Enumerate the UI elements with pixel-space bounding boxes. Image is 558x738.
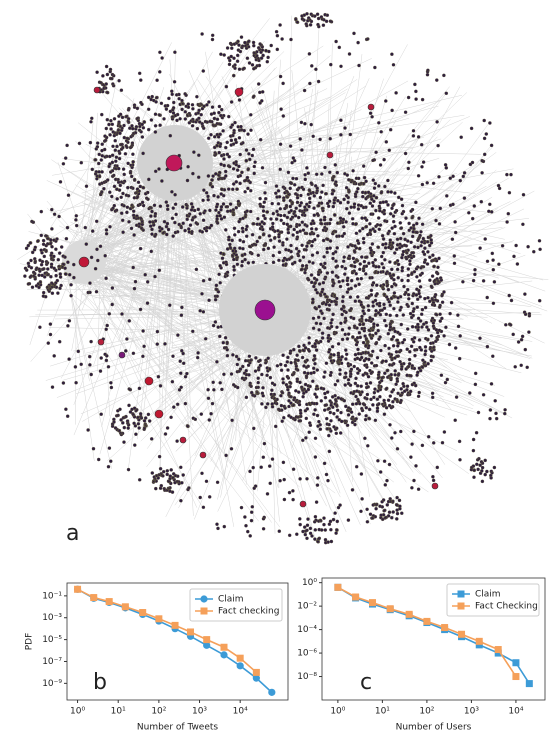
x-tick-label: 10² bbox=[151, 707, 166, 717]
hub-node bbox=[327, 152, 333, 158]
data-point bbox=[187, 628, 194, 635]
y-tick-label: 10⁻¹ bbox=[42, 591, 62, 601]
y-tick-label: 10⁻⁷ bbox=[42, 657, 62, 667]
panel-label: b bbox=[93, 670, 107, 695]
figure: a 10⁰ 10¹ 10² 10³ 10⁴ 10⁻¹ 10⁻³ 10⁻⁵ 10⁻⁷ 10⁻⁹ Num… bbox=[0, 0, 558, 738]
hub-node bbox=[145, 377, 153, 385]
legend-marker bbox=[200, 595, 207, 602]
x-axis-label: Number of Tweets bbox=[137, 723, 219, 733]
page: {"network": {"label": "a"}, "chart_data"… bbox=[0, 0, 558, 738]
data-point bbox=[106, 598, 113, 605]
data-point bbox=[221, 644, 228, 651]
legend-marker bbox=[458, 603, 465, 610]
x-tick-label: 10¹ bbox=[375, 707, 390, 717]
hub-node bbox=[180, 437, 186, 443]
data-point bbox=[253, 669, 260, 676]
x-tick-label: 10⁴ bbox=[233, 707, 248, 717]
data-point bbox=[352, 594, 359, 601]
y-tick-label: 10⁻⁵ bbox=[42, 635, 62, 645]
data-point bbox=[334, 584, 341, 591]
data-point bbox=[512, 659, 519, 666]
panel-label: a bbox=[66, 521, 79, 546]
x-tick-label: 10⁰ bbox=[330, 707, 345, 717]
network-graph bbox=[17, 12, 548, 544]
data-point bbox=[441, 624, 448, 631]
hub-node bbox=[98, 339, 104, 345]
data-point bbox=[406, 611, 413, 618]
y-tick-label: 10⁰ bbox=[302, 578, 317, 588]
data-point bbox=[512, 673, 519, 680]
legend-marker bbox=[458, 591, 465, 598]
x-tick-label: 10¹ bbox=[111, 707, 126, 717]
data-point bbox=[495, 646, 502, 653]
hub-node bbox=[166, 155, 182, 171]
hub-node bbox=[300, 501, 306, 507]
data-point bbox=[476, 638, 483, 645]
hub-node bbox=[432, 483, 438, 489]
y-tick-label: 10⁻³ bbox=[42, 613, 62, 623]
hub-node bbox=[368, 104, 374, 110]
hub-node bbox=[235, 88, 243, 96]
y-tick-label: 10⁻⁶ bbox=[297, 649, 317, 659]
hub-node bbox=[119, 352, 125, 358]
legend-label: Claim bbox=[475, 590, 501, 600]
data-point bbox=[237, 655, 244, 662]
data-point bbox=[458, 631, 465, 638]
hub-node bbox=[155, 410, 163, 418]
x-tick-label: 10² bbox=[419, 707, 434, 717]
data-point bbox=[90, 594, 97, 601]
data-point bbox=[74, 586, 81, 593]
data-point bbox=[387, 605, 394, 612]
hub-node bbox=[94, 87, 100, 93]
panel-label: c bbox=[360, 670, 372, 695]
data-point bbox=[423, 618, 430, 625]
data-point bbox=[122, 603, 129, 610]
data-point bbox=[369, 599, 376, 606]
legend-label: Claim bbox=[218, 595, 244, 605]
data-point bbox=[139, 609, 146, 616]
y-tick-label: 10⁻⁴ bbox=[297, 625, 317, 635]
data-point bbox=[526, 680, 533, 687]
hub-node bbox=[79, 257, 89, 267]
y-tick-label: 10⁻⁹ bbox=[42, 679, 62, 689]
x-tick-label: 10³ bbox=[192, 707, 207, 717]
data-point bbox=[203, 636, 210, 643]
hub-node bbox=[200, 452, 206, 458]
legend-label: Fact checking bbox=[218, 607, 279, 617]
x-tick-label: 10⁴ bbox=[508, 707, 523, 717]
legend-marker bbox=[201, 608, 208, 615]
hub-node bbox=[255, 300, 275, 320]
x-tick-label: 10⁰ bbox=[70, 707, 85, 717]
y-axis-label: PDF bbox=[25, 633, 35, 651]
legend-label: Fact Checking bbox=[475, 602, 538, 612]
x-axis-label: Number of Users bbox=[396, 723, 472, 733]
data-point bbox=[237, 662, 244, 669]
data-point bbox=[220, 651, 227, 658]
data-point bbox=[268, 689, 275, 696]
y-tick-label: 10⁻² bbox=[297, 602, 317, 612]
data-point bbox=[155, 615, 162, 622]
data-point bbox=[172, 622, 179, 629]
y-tick-label: 10⁻⁸ bbox=[297, 672, 317, 682]
x-tick-label: 10³ bbox=[464, 707, 479, 717]
